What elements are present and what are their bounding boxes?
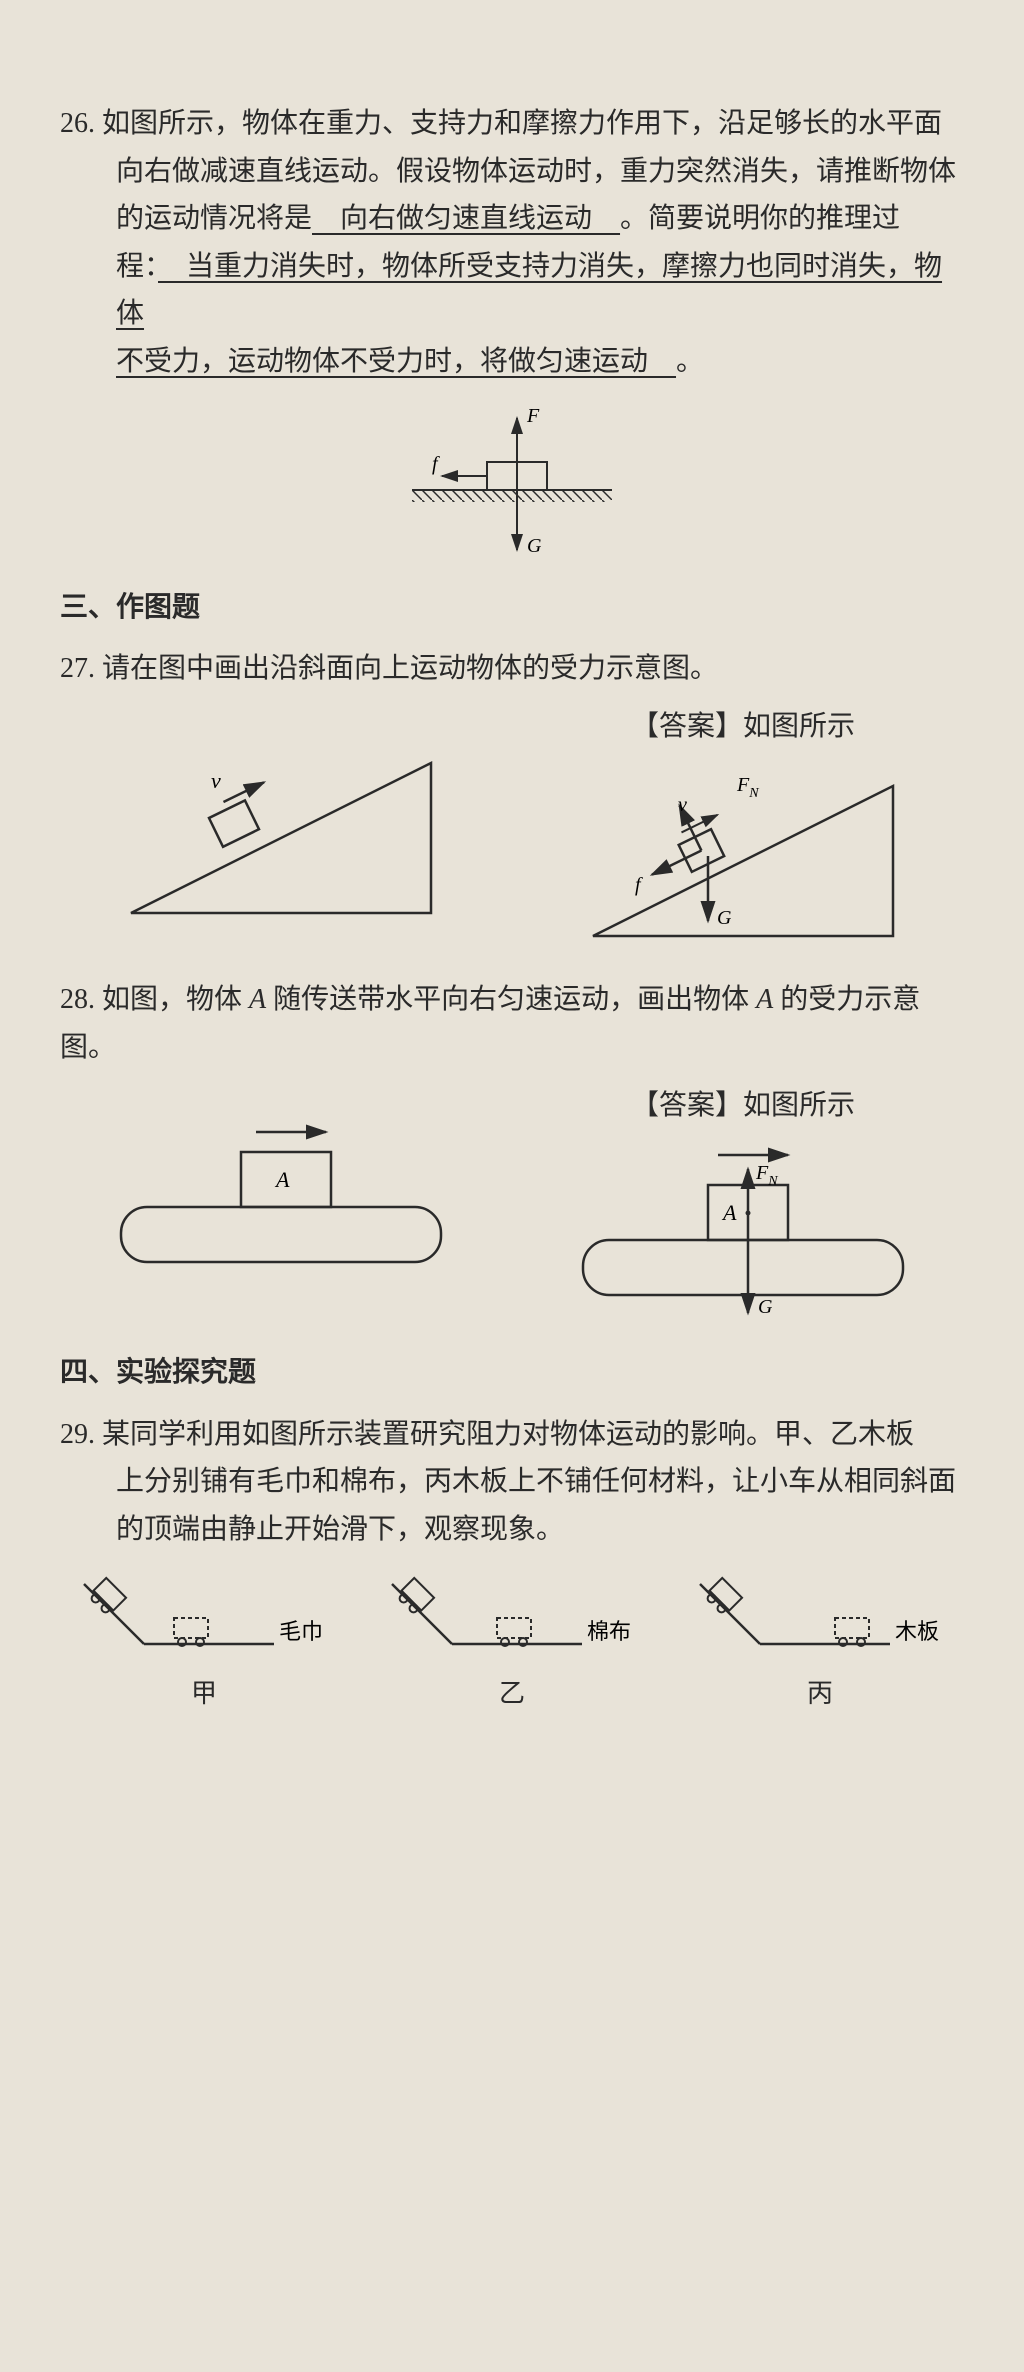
label-G2: G	[717, 907, 732, 929]
question-27: 27. 请在图中画出沿斜面向上运动物体的受力示意图。 v	[60, 645, 964, 956]
q29-number: 29.	[60, 1419, 95, 1450]
q27-diagrams: v 【答案】如图所示	[60, 703, 964, 957]
q28-diagram-right: A FN G	[563, 1135, 923, 1325]
q26-line1: 如图所示，物体在重力、支持力和摩擦力作用下，沿足够长的水平面	[102, 108, 942, 139]
svg-text:棉布: 棉布	[587, 1619, 631, 1644]
q27-number: 27.	[60, 653, 95, 684]
question-28: 28. 如图，物体 A 随传送带水平向右匀速运动，画出物体 A 的受力示意图。 …	[60, 976, 964, 1325]
label-G: G	[527, 535, 542, 557]
ramp-a-svg: 毛巾	[74, 1574, 334, 1664]
ramp-b-svg: 棉布	[382, 1574, 642, 1664]
q26-blank3: 不受力，运动物体不受力时，将做匀速运动	[116, 346, 676, 377]
section-4-heading: 四、实验探究题	[60, 1349, 964, 1397]
label-G3: G	[758, 1296, 773, 1318]
q26-number: 26.	[60, 108, 95, 139]
label-f2: f	[635, 874, 643, 896]
q27-diagram-left: v	[111, 733, 451, 933]
q26-blank1: 向右做匀速直线运动	[312, 203, 620, 234]
q27-answer-label: 【答案】如图所示	[631, 703, 855, 751]
q27-diagram-right: FN v f G	[573, 756, 913, 956]
question-26: 26. 如图所示，物体在重力、支持力和摩擦力作用下，沿足够长的水平面 向右做减速…	[60, 100, 964, 560]
label-v: v	[211, 768, 221, 793]
question-29: 29. 某同学利用如图所示装置研究阻力对物体运动的影响。甲、乙木板 上分别铺有毛…	[60, 1411, 964, 1716]
q26-line2: 向右做减速直线运动。假设物体运动时，重力突然消失，请推断物体	[60, 148, 964, 196]
label-f: f	[432, 453, 440, 475]
ramp-a: 毛巾 甲	[74, 1574, 334, 1716]
q26-diagram: F G f	[382, 400, 642, 560]
ramp-c: 木板 丙	[690, 1574, 950, 1716]
q28-answer-label: 【答案】如图所示	[631, 1082, 855, 1130]
q26-line5: 不受力，运动物体不受力时，将做匀速运动 。	[60, 338, 964, 386]
q29-ramps: 毛巾 甲 棉布 乙	[60, 1574, 964, 1716]
svg-text:木板: 木板	[895, 1619, 939, 1644]
q26-line4: 程： 当重力消失时，物体所受支持力消失，摩擦力也同时消失，物体	[60, 243, 964, 338]
label-FN: FN	[736, 774, 759, 801]
label-A2: A	[721, 1200, 737, 1225]
ramp-b: 棉布 乙	[382, 1574, 642, 1716]
label-F: F	[526, 405, 540, 427]
q28-diagram-left: A	[101, 1112, 461, 1282]
label-v2: v	[678, 794, 687, 816]
label-A: A	[274, 1167, 290, 1192]
q28-number: 28.	[60, 984, 95, 1015]
q28-diagrams: A 【答案】如图所示 A FN	[60, 1082, 964, 1326]
q27-text: 请在图中画出沿斜面向上运动物体的受力示意图。	[102, 653, 718, 684]
svg-text:毛巾: 毛巾	[279, 1619, 323, 1644]
q26-blank2: 当重力消失时，物体所受支持力消失，摩擦力也同时消失，物体	[116, 251, 942, 330]
section-3-heading: 三、作图题	[60, 584, 964, 632]
q26-line3: 的运动情况将是 向右做匀速直线运动 。简要说明你的推理过	[60, 195, 964, 243]
ramp-c-svg: 木板	[690, 1574, 950, 1664]
